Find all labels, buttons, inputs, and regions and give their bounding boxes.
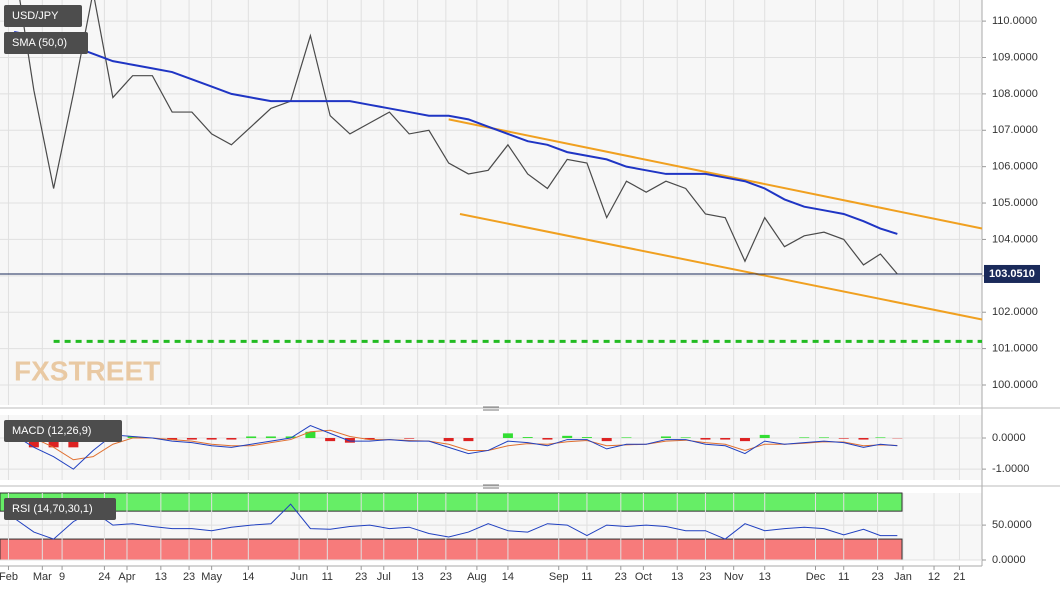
histogram-bar: [266, 436, 276, 438]
y-tick-label: 107.0000: [992, 124, 1038, 136]
y-tick-label: 100.0000: [992, 379, 1038, 391]
x-tick-label: 23: [183, 571, 195, 583]
histogram-bar: [602, 438, 612, 441]
histogram-bar: [246, 436, 256, 438]
legend-label: SMA (50,0): [12, 37, 67, 49]
histogram-bar: [444, 438, 454, 441]
histogram-bar: [523, 437, 533, 438]
histogram-bar: [226, 438, 236, 440]
histogram-bar: [503, 433, 513, 438]
histogram-bar: [325, 438, 335, 441]
histogram-bar: [760, 435, 770, 438]
x-tick-label: 24: [98, 571, 110, 583]
histogram-bar: [463, 438, 473, 441]
histogram-bar: [562, 436, 572, 438]
x-tick-label: Jan: [894, 571, 912, 583]
y-tick-label: 109.0000: [992, 51, 1038, 63]
x-tick-label: Feb: [0, 571, 18, 583]
histogram-bar: [740, 438, 750, 441]
x-tick-label: 13: [671, 571, 683, 583]
histogram-bar: [345, 438, 355, 443]
histogram-bar: [582, 437, 592, 438]
y-tick-label: 102.0000: [992, 306, 1038, 318]
x-tick-label: 23: [871, 571, 883, 583]
y-tick-label: 101.0000: [992, 343, 1038, 355]
y-tick-label: 104.0000: [992, 233, 1038, 245]
y-tick-label: 0.0000: [992, 432, 1026, 444]
y-tick-label: 110.0000: [992, 15, 1037, 27]
y-tick-label: 50.0000: [992, 519, 1032, 531]
oversold-zone: [0, 539, 902, 560]
x-tick-label: 11: [581, 571, 592, 583]
x-tick-label: 14: [502, 571, 514, 583]
histogram-bar: [187, 438, 197, 440]
macd-panel: [0, 415, 982, 480]
x-tick-label: 13: [155, 571, 167, 583]
histogram-bar: [858, 438, 868, 440]
histogram-bar: [839, 438, 849, 439]
histogram-bar: [875, 437, 885, 438]
y-tick-label: 106.0000: [992, 161, 1038, 173]
histogram-bar: [404, 438, 414, 439]
watermark: FXSTREET: [14, 355, 160, 386]
x-tick-label: Mar: [33, 571, 52, 583]
indicator-label: MACD (12,26,9): [12, 425, 91, 437]
price-panel: [0, 0, 982, 405]
x-tick-label: 13: [412, 571, 424, 583]
x-tick-label: May: [201, 571, 222, 583]
x-tick-label: 21: [953, 571, 965, 583]
histogram-bar: [720, 438, 730, 440]
x-tick-label: 23: [440, 571, 452, 583]
histogram-bar: [799, 437, 809, 438]
y-tick-label: 108.0000: [992, 88, 1038, 100]
x-tick-label: Aug: [467, 571, 487, 583]
histogram-bar: [819, 437, 829, 438]
histogram-bar: [207, 438, 217, 440]
x-tick-label: 12: [928, 571, 940, 583]
histogram-bar: [621, 437, 631, 438]
y-tick-label: -1.0000: [992, 463, 1029, 475]
legend-label: USD/JPY: [12, 10, 59, 22]
x-tick-label: Dec: [806, 571, 826, 583]
y-tick-label: 105.0000: [992, 197, 1038, 209]
histogram-bar: [542, 438, 552, 440]
x-tick-label: Sep: [549, 571, 569, 583]
histogram-bar: [700, 438, 710, 440]
x-tick-label: 11: [838, 571, 849, 583]
indicator-label: RSI (14,70,30,1): [12, 503, 93, 515]
x-tick-label: 23: [699, 571, 711, 583]
x-tick-label: 9: [59, 571, 65, 583]
histogram-bar: [681, 437, 691, 438]
x-tick-label: Jul: [377, 571, 391, 583]
x-tick-label: 14: [242, 571, 254, 583]
x-tick-label: Jun: [290, 571, 308, 583]
x-tick-label: 23: [615, 571, 627, 583]
y-tick-label: 0.0000: [992, 554, 1026, 566]
x-tick-label: Oct: [635, 571, 652, 583]
x-tick-label: 23: [355, 571, 367, 583]
x-tick-label: 13: [759, 571, 771, 583]
x-tick-label: Apr: [118, 571, 135, 583]
x-tick-label: 11: [322, 571, 333, 583]
last-price-label: 103.0510: [989, 268, 1035, 280]
x-tick-label: Nov: [724, 571, 744, 583]
overbought-zone: [0, 493, 902, 511]
histogram-bar: [661, 436, 671, 438]
